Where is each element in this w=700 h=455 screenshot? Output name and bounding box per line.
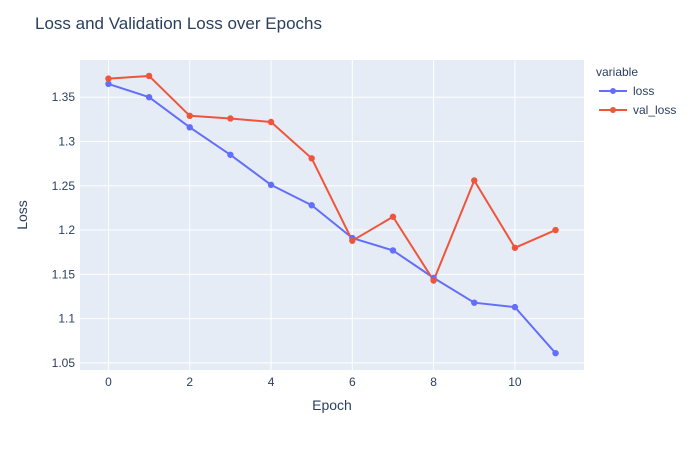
x-tick-label: 0 [105, 375, 112, 389]
y-tick-label: 1.05 [52, 356, 76, 370]
y-tick-label: 1.35 [52, 90, 76, 104]
series-layer [107, 74, 557, 355]
y-tick-label: 1.15 [52, 267, 76, 281]
data-point-loss[interactable] [145, 94, 153, 101]
data-point-val-loss[interactable] [105, 75, 112, 82]
data-point-val-loss[interactable] [145, 72, 153, 80]
x-tick-label: 2 [186, 375, 193, 389]
data-point-val-loss[interactable] [511, 244, 519, 251]
series-line-loss [107, 82, 557, 355]
series-line-val-loss [107, 74, 557, 282]
x-tick-label: 8 [430, 375, 437, 389]
legend-title: variable [596, 65, 638, 79]
x-axis-title: Epoch [312, 397, 352, 413]
legend-item-val-loss[interactable]: val_loss [599, 103, 676, 117]
legend-marker-loss [610, 88, 616, 94]
data-point-val-loss[interactable] [471, 177, 478, 184]
data-point-loss[interactable] [511, 303, 519, 311]
x-tick-label: 10 [508, 375, 522, 389]
y-tick-label: 1.3 [58, 134, 75, 148]
data-point-loss[interactable] [267, 181, 275, 189]
data-point-loss[interactable] [308, 202, 315, 209]
data-point-val-loss[interactable] [227, 115, 234, 122]
data-point-val-loss[interactable] [389, 213, 397, 220]
data-point-val-loss[interactable] [349, 237, 356, 244]
point-layer [105, 72, 559, 357]
data-point-loss[interactable] [227, 151, 234, 158]
data-point-loss[interactable] [105, 80, 112, 88]
plot-area [80, 60, 584, 370]
legend-item-loss[interactable]: loss [599, 84, 654, 98]
data-point-val-loss[interactable] [267, 118, 275, 126]
y-tick-label: 1.1 [58, 312, 75, 326]
legend-label-val-loss: val_loss [633, 103, 676, 117]
data-point-loss[interactable] [186, 124, 193, 131]
data-point-loss[interactable] [389, 247, 397, 254]
grid-layer [80, 60, 584, 370]
data-point-loss[interactable] [552, 349, 559, 357]
legend: variable loss val_loss [596, 65, 676, 117]
data-point-loss[interactable] [471, 299, 478, 306]
x-tick-label: 6 [349, 375, 356, 389]
legend-label-loss: loss [633, 84, 654, 98]
tick-layer: 0 2 4 6 8 10 1.05 1.1 1.15 1.2 1.25 1.3 1.35 [52, 90, 522, 389]
y-axis-title: Loss [14, 200, 30, 230]
data-point-val-loss[interactable] [552, 226, 559, 234]
data-point-val-loss[interactable] [308, 155, 315, 162]
y-tick-label: 1.2 [58, 223, 75, 237]
legend-marker-val-loss [610, 107, 616, 113]
y-tick-label: 1.25 [52, 179, 76, 193]
data-point-val-loss[interactable] [430, 277, 437, 284]
x-tick-label: 4 [268, 375, 275, 389]
data-point-val-loss[interactable] [186, 112, 193, 120]
chart-title: Loss and Validation Loss over Epochs [35, 14, 322, 33]
